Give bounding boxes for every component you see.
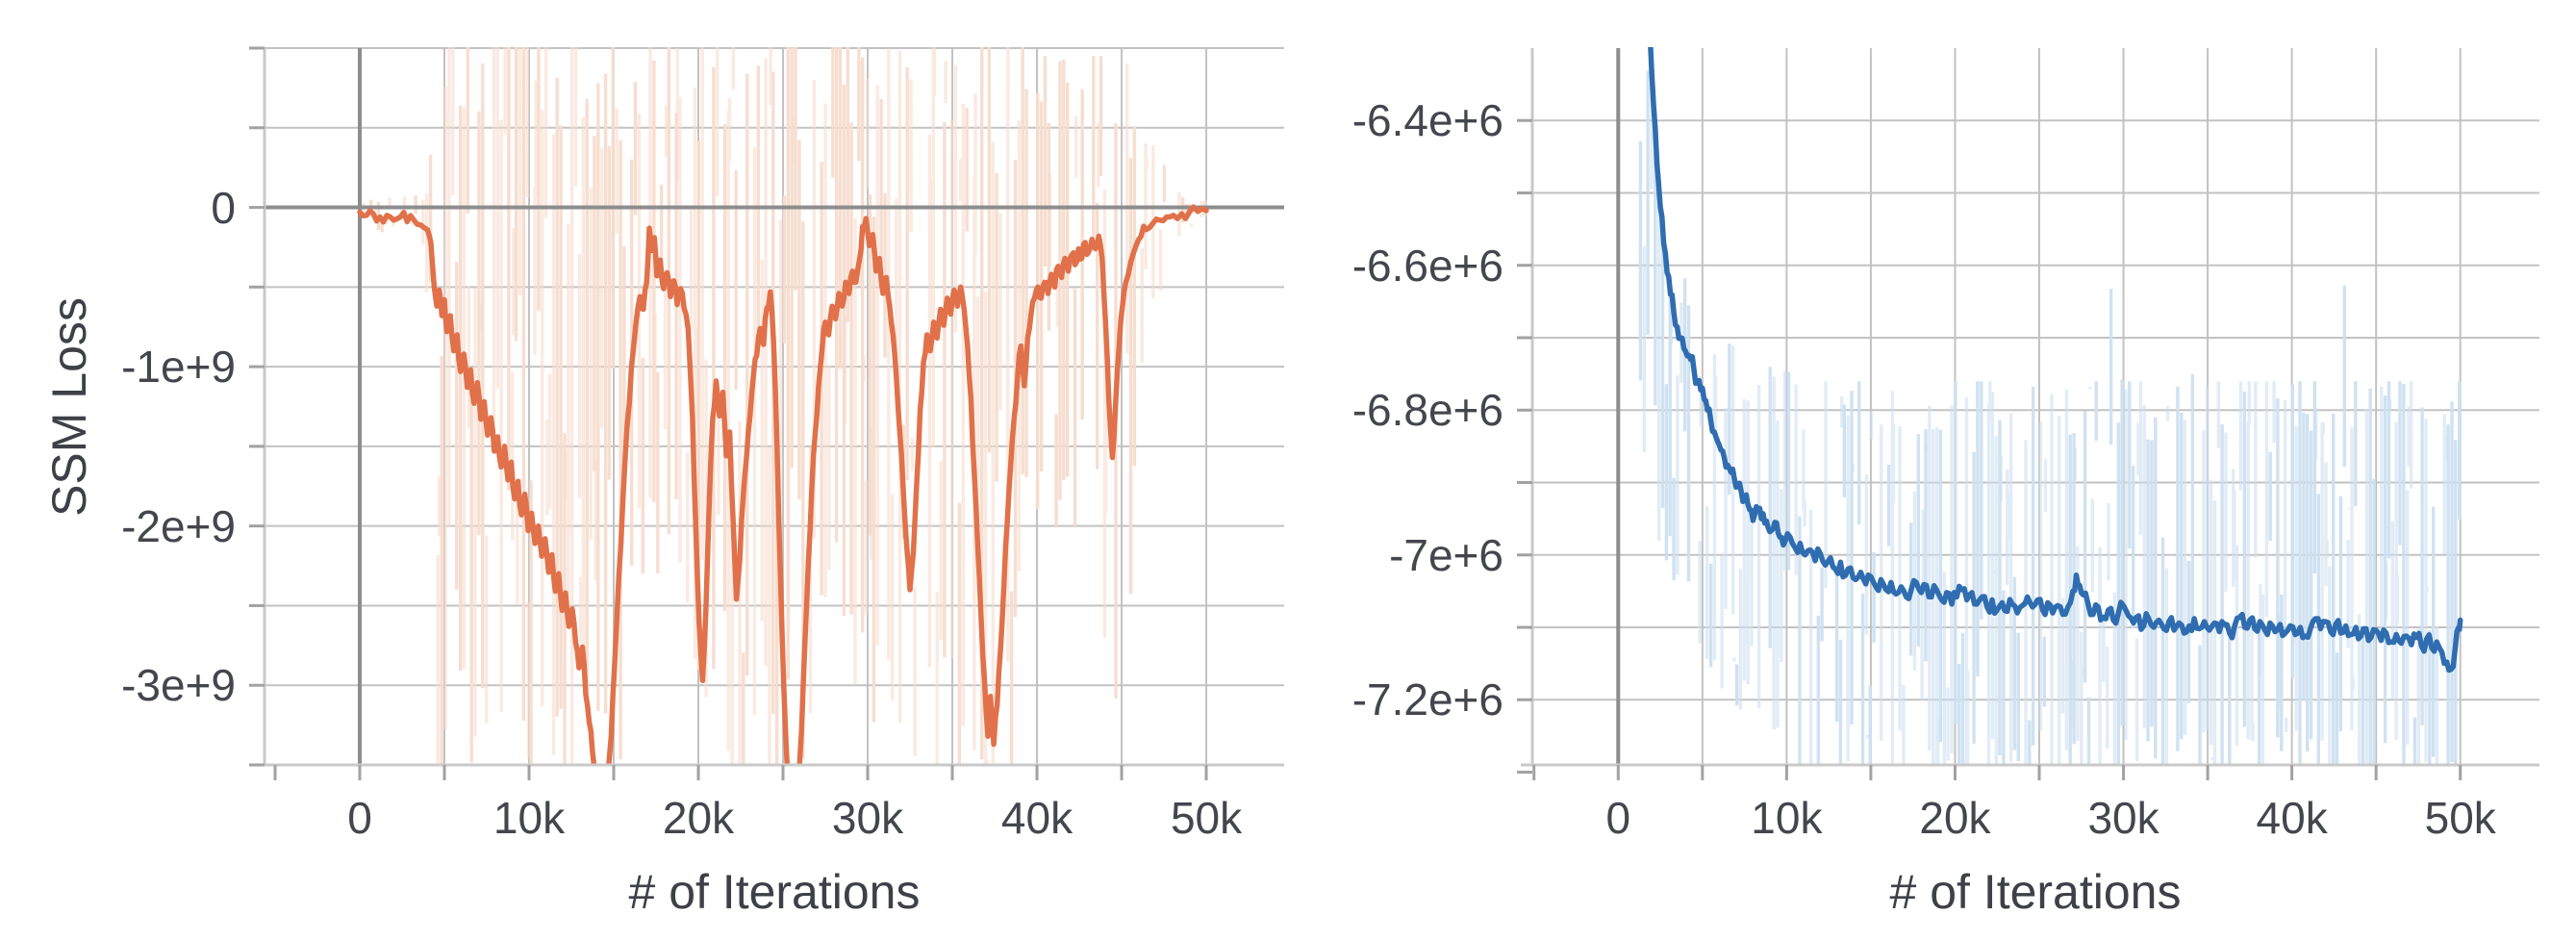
x-tick-label: 30k xyxy=(831,793,904,843)
y-tick-label: 0 xyxy=(211,182,236,233)
left-y-axis-title: SSM Loss xyxy=(42,297,96,517)
tick-marks xyxy=(1517,118,2462,780)
blue-loss-plot-area xyxy=(1517,47,2539,780)
x-tick-label: 10k xyxy=(1751,793,1823,843)
y-tick-label: -6.4e+6 xyxy=(1351,95,1503,146)
tick-marks xyxy=(249,46,1208,780)
x-tick-label: 10k xyxy=(492,793,566,843)
left-x-axis-title: # of Iterations xyxy=(628,865,921,919)
y-tick-label: -7e+6 xyxy=(1389,529,1503,580)
chart-canvas xyxy=(1517,47,2539,780)
raw-series xyxy=(1638,57,2462,766)
y-tick-label: -6.6e+6 xyxy=(1351,240,1503,291)
x-tick-label: 50k xyxy=(1170,793,1243,843)
y-tick-label: -2e+9 xyxy=(121,500,236,551)
axis-border xyxy=(253,48,1284,767)
x-tick-label: 30k xyxy=(2087,793,2159,843)
y-tick-label: -6.8e+6 xyxy=(1351,385,1503,436)
y-tick-label: -3e+9 xyxy=(121,660,236,711)
x-tick-label: 40k xyxy=(1000,793,1073,843)
x-tick-label: 40k xyxy=(2256,793,2328,843)
ssm-loss-plot-area xyxy=(249,46,1284,780)
y-tick-label: -7.2e+6 xyxy=(1351,674,1503,725)
zero-axis-lines xyxy=(265,48,1284,765)
smoothed-series-line xyxy=(357,204,1209,766)
x-tick-label: 0 xyxy=(1605,793,1631,843)
chart-canvas xyxy=(249,46,1284,780)
x-tick-label: 0 xyxy=(347,793,372,843)
axis-border xyxy=(1521,48,2539,767)
smoothed-series-line xyxy=(1648,47,2463,674)
x-tick-label: 20k xyxy=(1919,793,1991,843)
x-tick-label: 20k xyxy=(662,793,735,843)
x-tick-label: 50k xyxy=(2424,793,2496,843)
y-tick-label: -1e+9 xyxy=(121,342,236,393)
right-x-axis-title: # of Iterations xyxy=(1889,865,2182,919)
